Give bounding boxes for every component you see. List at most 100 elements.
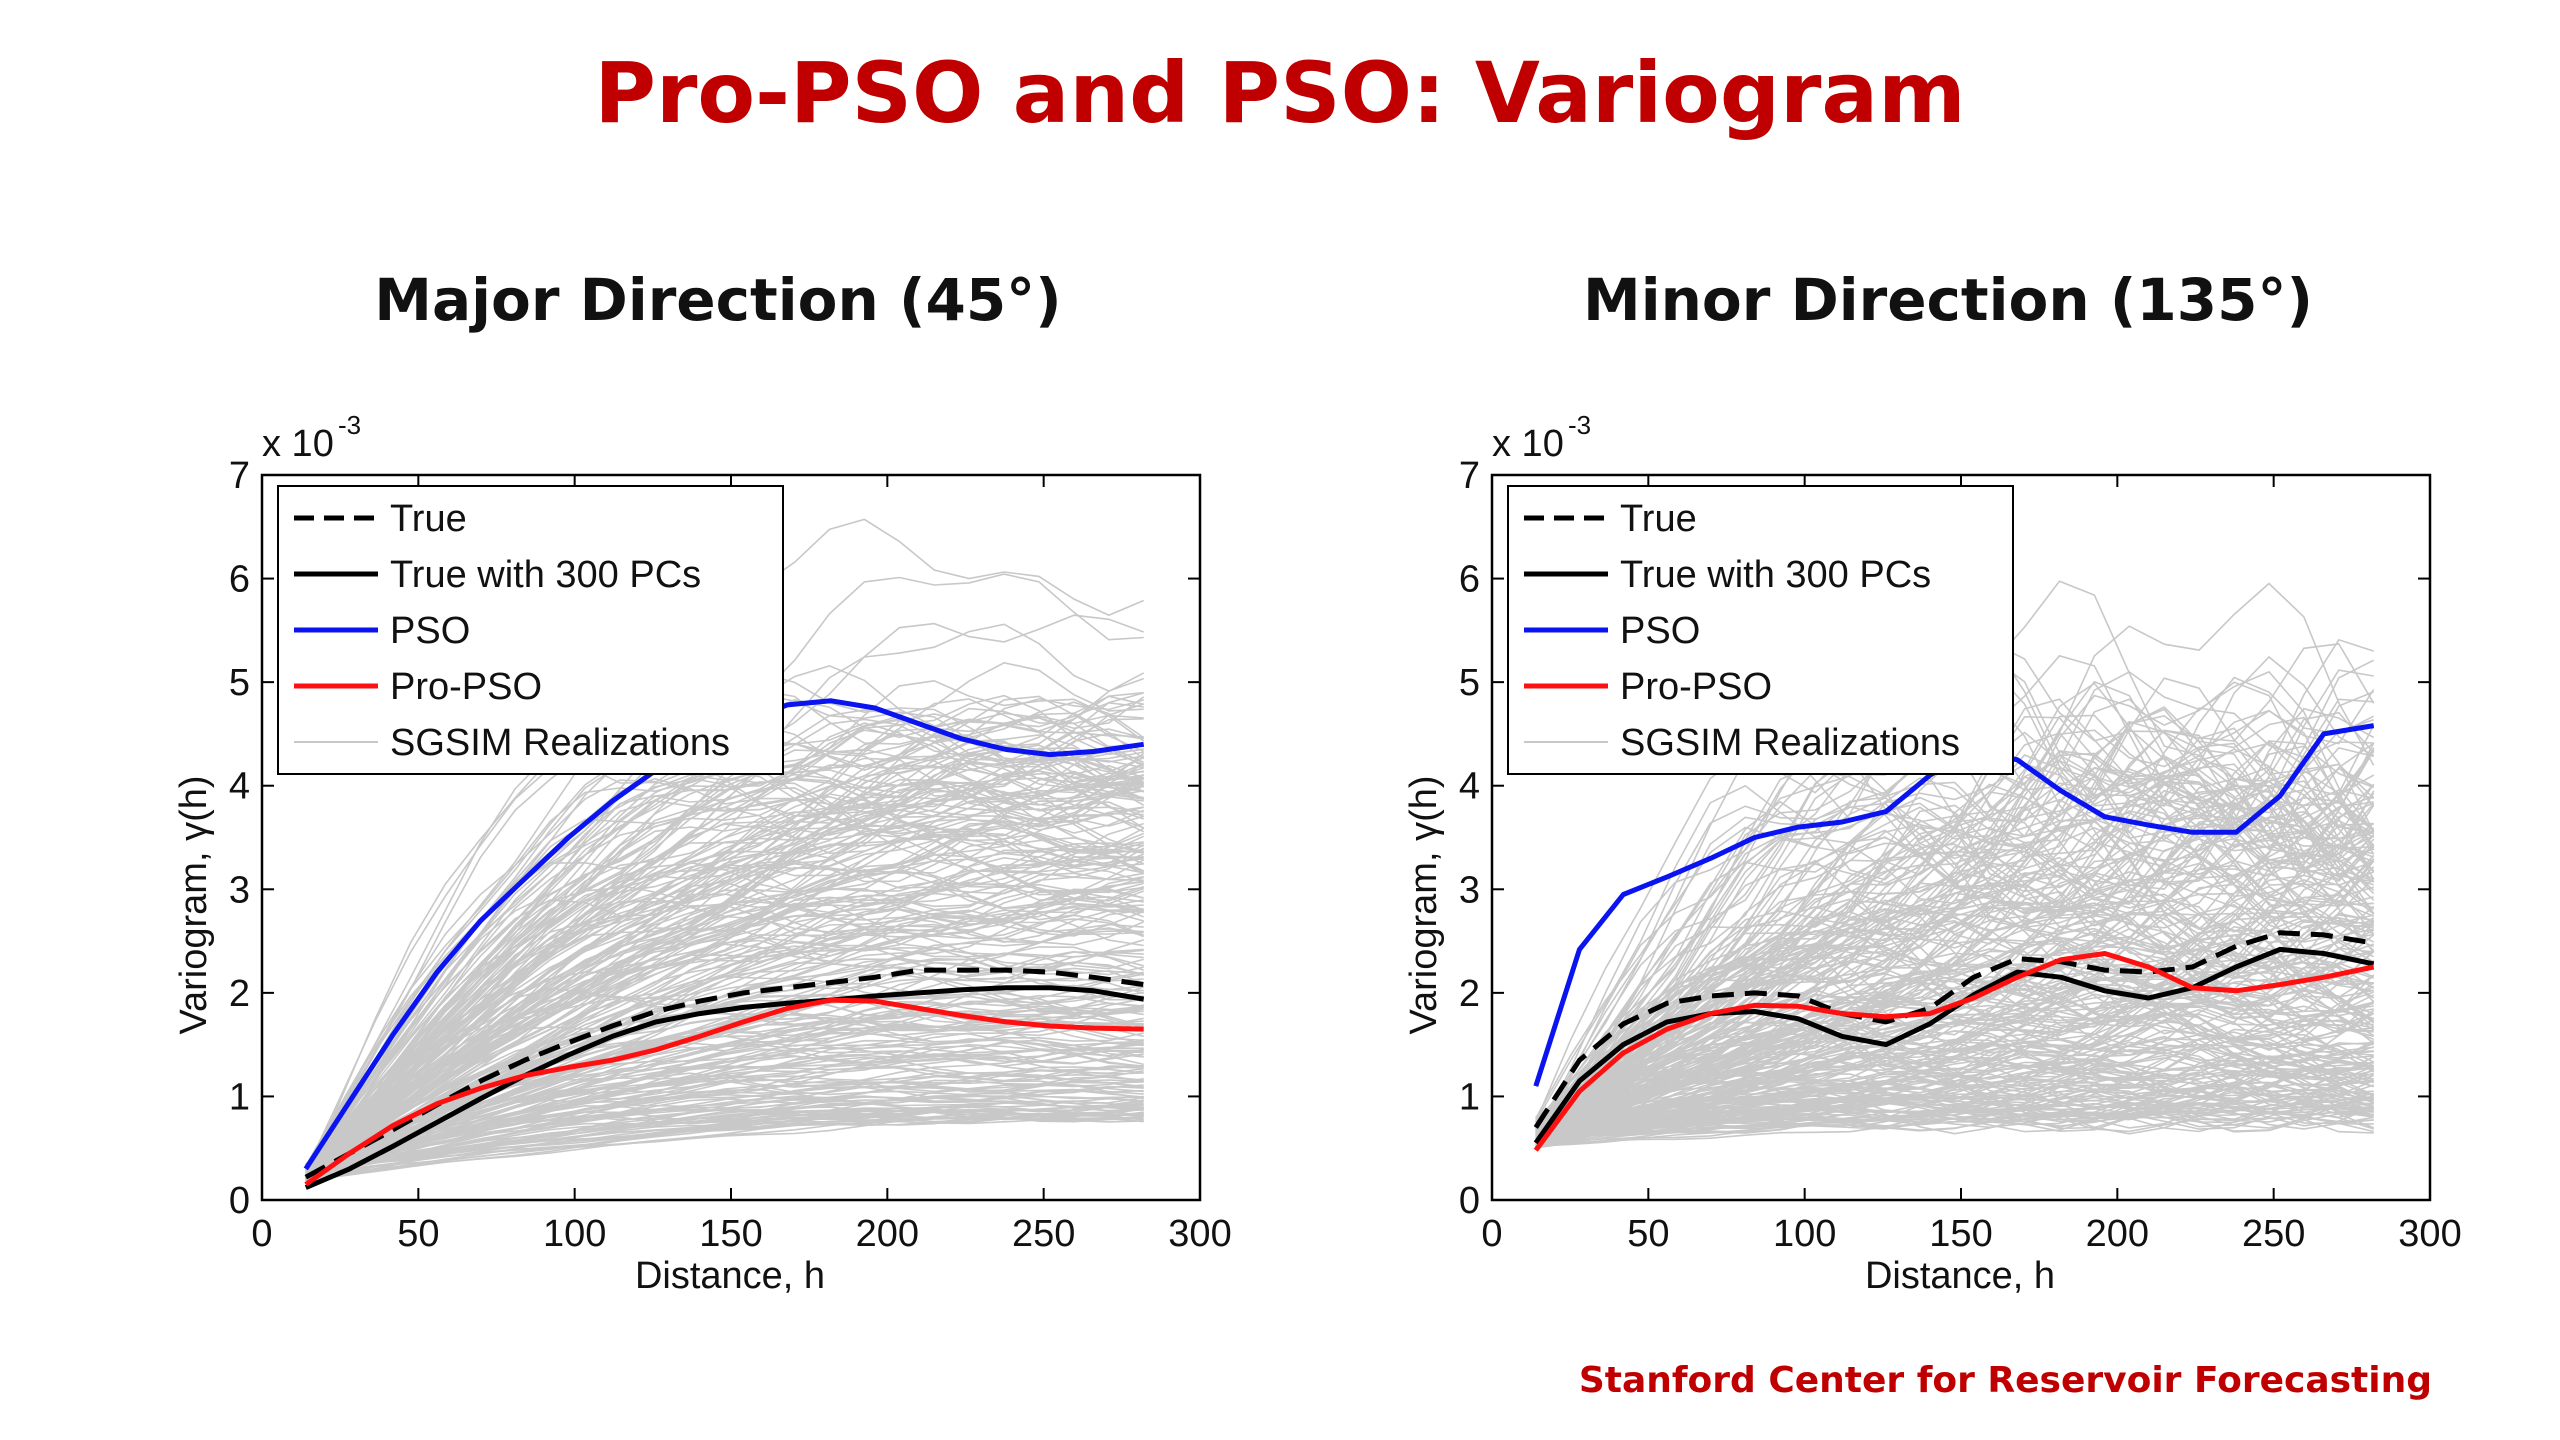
series-line-true-with-300-pcs: [1533, 946, 2375, 1145]
sgsim-realization-line: [305, 762, 1144, 1180]
sgsim-realization-line: [1535, 747, 2375, 1120]
x-tick-label: 100: [1773, 1213, 1836, 1255]
y-tick-label: 3: [1459, 869, 1480, 911]
sgsim-realization-line: [305, 1004, 1144, 1179]
y-tick-label: 4: [1459, 766, 1480, 808]
sgsim-realization-line: [305, 1089, 1144, 1168]
y-tick-label: 6: [1459, 559, 1480, 601]
sgsim-realization-line: [1535, 966, 2374, 1140]
legend-label: Pro-PSO: [1620, 666, 1772, 708]
x-tick-label: 50: [397, 1213, 439, 1255]
sgsim-realization-line: [1535, 1072, 2374, 1141]
sgsim-realization-line: [305, 1113, 1144, 1171]
y-multiplier-base: x 10: [262, 423, 334, 465]
x-tick-label: 200: [2086, 1213, 2149, 1255]
sgsim-realization-line: [305, 856, 1145, 1179]
sgsim-realization-line: [1535, 982, 2375, 1132]
sgsim-realization-line: [305, 754, 1145, 1169]
sgsim-realization-line: [305, 820, 1144, 1172]
sgsim-realization-line: [305, 1083, 1144, 1173]
sgsim-realization-line: [1535, 893, 2375, 1135]
legend-label: SGSIM Realizations: [390, 722, 730, 764]
legend: True True with 300 PCs PSO Pro-PSO SGSIM Rea…: [277, 485, 784, 775]
legend-label: True with 300 PCs: [390, 554, 701, 596]
sgsim-realization-line: [305, 744, 1144, 1165]
sgsim-realization-line: [1535, 993, 2374, 1143]
minor-direction-title: Minor Direction (135°): [1583, 266, 2313, 334]
sgsim-realization-line: [1535, 670, 2375, 1131]
sgsim-realization-line: [305, 856, 1144, 1183]
x-tick-label: 0: [251, 1213, 272, 1255]
sgsim-realization-line: [305, 1104, 1144, 1165]
major-variogram-chart: x 10 -3 Distance, h Variogram, γ(h) 0 50 1…: [173, 410, 1232, 1297]
y-tick-label: 5: [1459, 662, 1480, 704]
sgsim-realization-line: [305, 1006, 1144, 1168]
sgsim-realization-line: [1535, 1003, 2374, 1123]
x-tick-label: 100: [543, 1213, 606, 1255]
sgsim-realization-line: [305, 861, 1144, 1166]
sgsim-realization-line: [305, 1006, 1144, 1174]
y-tick-label: 5: [229, 662, 250, 704]
sgsim-realization-line: [305, 832, 1144, 1181]
slide-title: Pro-PSO and PSO: Variogram: [594, 44, 1966, 142]
sgsim-realization-line: [1535, 991, 2375, 1121]
legend-label: PSO: [390, 610, 470, 652]
series-line-pro-pso: [1533, 951, 2375, 1152]
sgsim-realization-line: [305, 765, 1144, 1181]
y-tick-label: 4: [229, 766, 250, 808]
y-tick-label: 7: [229, 455, 250, 497]
y-multiplier-exponent: -3: [1568, 410, 1591, 440]
sgsim-realization-line: [305, 1070, 1144, 1165]
sgsim-realization-line: [1535, 681, 2374, 1143]
y-tick-label: 2: [229, 973, 250, 1015]
sgsim-realization-line: [305, 816, 1144, 1176]
sgsim-realization-line: [1535, 925, 2374, 1138]
sgsim-realization-line: [305, 802, 1144, 1172]
sgsim-realization-line: [305, 698, 1144, 1174]
footer-credit: Stanford Center for Reservoir Forecastin…: [1578, 1360, 2432, 1401]
legend-label: True with 300 PCs: [1620, 554, 1931, 596]
sgsim-realization-line: [1535, 852, 2375, 1132]
x-axis-label: Distance, h: [1865, 1255, 2055, 1297]
y-tick-label: 3: [229, 869, 250, 911]
sgsim-realization-line: [1535, 913, 2374, 1119]
sgsim-realization-line: [305, 914, 1144, 1179]
legend-label: PSO: [1620, 610, 1700, 652]
x-tick-label: 0: [1481, 1213, 1502, 1255]
sgsim-realization-line: [305, 623, 1144, 1169]
series-line-pro-pso: [304, 997, 1144, 1187]
legend-label: True: [1620, 498, 1697, 540]
y-tick-label: 1: [229, 1076, 250, 1118]
plot-area: [1533, 580, 2375, 1152]
y-tick-label: 0: [229, 1180, 250, 1222]
sgsim-realization-line: [305, 791, 1144, 1182]
sgsim-realization-line: [1535, 1005, 2375, 1121]
sgsim-realization-line: [1535, 1056, 2374, 1138]
x-axis-label: Distance, h: [635, 1255, 825, 1297]
legend-label: Pro-PSO: [390, 666, 542, 708]
x-tick-label: 150: [699, 1213, 762, 1255]
sgsim-realization-line: [1535, 1102, 2374, 1133]
y-tick-label: 7: [1459, 455, 1480, 497]
sgsim-realization-line: [305, 1063, 1144, 1170]
sgsim-realization-line: [305, 890, 1144, 1171]
sgsim-realization-line: [1535, 715, 2375, 1144]
legend: True True with 300 PCs PSO Pro-PSO SGSIM Rea…: [1507, 485, 2014, 775]
sgsim-realization-line: [305, 1032, 1144, 1181]
sgsim-realization-line: [1535, 819, 2374, 1128]
x-tick-label: 200: [856, 1213, 919, 1255]
y-tick-label: 2: [1459, 973, 1480, 1015]
sgsim-realization-line: [1535, 789, 2375, 1137]
sgsim-realization-line: [1535, 958, 2374, 1141]
sgsim-realization-line: [1535, 1103, 2374, 1139]
x-tick-label: 150: [1929, 1213, 1992, 1255]
major-direction-title: Major Direction (45°): [374, 266, 1062, 334]
x-tick-label: 250: [2242, 1213, 2305, 1255]
sgsim-realization-line: [1535, 928, 2374, 1140]
sgsim-realization-line: [1535, 781, 2375, 1126]
sgsim-realization-line: [1535, 1070, 2375, 1126]
sgsim-realization-line: [1535, 1058, 2374, 1139]
sgsim-realization-line: [305, 762, 1144, 1175]
sgsim-realization-line: [1535, 682, 2375, 1133]
y-axis-label: Variogram, γ(h): [173, 775, 215, 1034]
